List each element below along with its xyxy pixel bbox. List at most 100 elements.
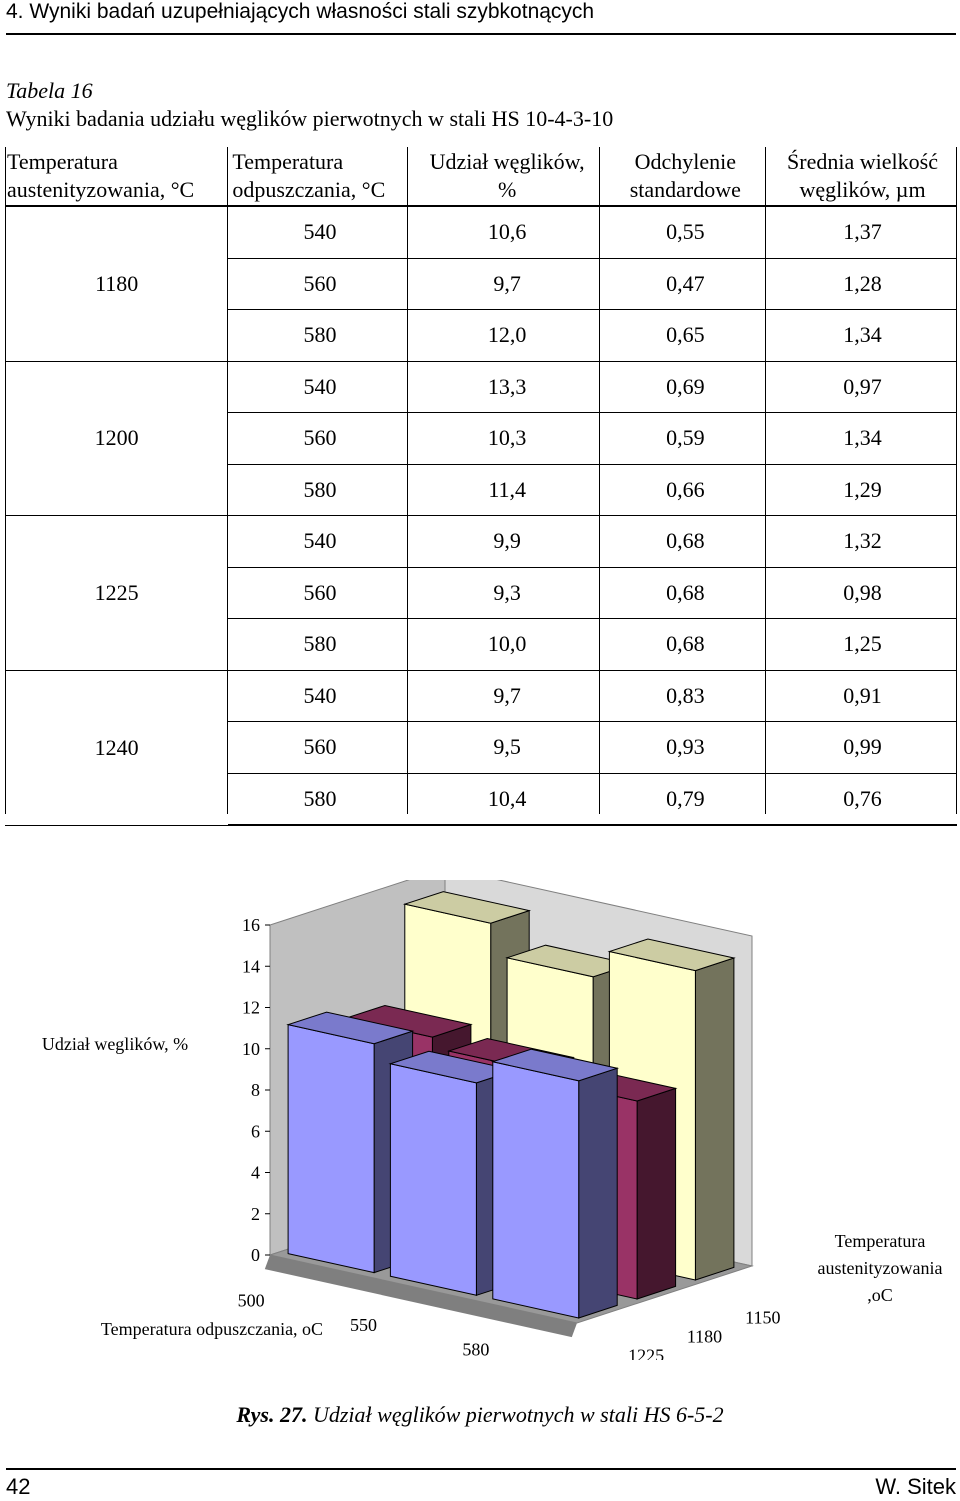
table-vline [599, 147, 600, 814]
std-deviation-cell: 0,47 [602, 258, 769, 310]
carbide-share-cell: 9,3 [411, 567, 603, 619]
x-tick-label: 580 [462, 1340, 489, 1360]
std-deviation-cell: 0,68 [602, 515, 769, 568]
col-header-mean-size: Średnia wielkość węglików, µm [768, 147, 957, 207]
mean-size-cell: 0,91 [768, 670, 957, 722]
tempering-temp-cell: 540 [228, 206, 412, 259]
bar-side-face [694, 957, 735, 1281]
col-header-austenitizing: Temperatura austenityzowania, °C [5, 147, 229, 207]
table-row: 560 9,7 0,47 1,28 [5, 258, 957, 310]
y-tick-label: 6 [251, 1121, 260, 1141]
std-deviation-cell: 0,66 [602, 464, 769, 516]
footer-rule [6, 1468, 956, 1470]
mean-size-cell: 0,97 [768, 361, 957, 413]
tempering-temp-cell: 540 [228, 515, 412, 568]
x-tick-label: 550 [350, 1315, 377, 1335]
mean-size-cell: 1,37 [768, 206, 957, 259]
y-tick-label: 8 [251, 1080, 260, 1100]
table-vline [407, 147, 408, 814]
table-caption: Wyniki badania udziału węglików pierwotn… [6, 106, 614, 131]
y-tick-label: 14 [242, 956, 260, 976]
tempering-temp-cell: 580 [228, 464, 412, 516]
table-vline [765, 147, 766, 814]
results-table: Temperatura austenityzowania, °C Temperat… [5, 147, 957, 826]
std-deviation-cell: 0,79 [602, 773, 769, 826]
bar-top-face [286, 1011, 415, 1045]
mean-size-cell: 1,29 [768, 464, 957, 516]
table-row: 560 9,5 0,93 0,99 [5, 721, 957, 774]
tempering-temp-cell: 540 [228, 670, 412, 722]
mean-size-cell: 1,25 [768, 618, 957, 671]
austenitizing-temp-cell: 1240 [5, 670, 229, 826]
bar-1225-580 [490, 1048, 620, 1319]
table-row: 580 12,0 0,65 1,34 [5, 309, 957, 362]
chart-3d-bars: 0 2 4 6 8 10 12 14 16 500 550 580 1225 1180 1150 Udział… [0, 867, 960, 1366]
tempering-temp-cell: 560 [228, 721, 412, 774]
table-row: 1240 540 9,7 0,83 0,91 [5, 670, 957, 826]
y-tick-label: 4 [251, 1163, 260, 1183]
table-label: Tabela 16 [6, 78, 93, 103]
std-deviation-cell: 0,93 [602, 721, 769, 774]
table-row: 1225 540 9,9 0,68 1,32 [5, 515, 957, 671]
std-deviation-cell: 0,68 [602, 567, 769, 619]
table-row: 580 11,4 0,66 1,29 [5, 464, 957, 516]
bar-front-face [287, 1023, 375, 1274]
table-row: 560 9,3 0,68 0,98 [5, 567, 957, 619]
depth-tick-label: 1150 [745, 1308, 780, 1328]
depth-tick-label: 1225 [628, 1346, 664, 1361]
col-header-carbide-share: Udział węglików,% [411, 147, 603, 207]
figure-label: Rys. 27. [236, 1402, 308, 1427]
mean-size-cell: 0,98 [768, 567, 957, 619]
std-deviation-cell: 0,59 [602, 412, 769, 465]
tempering-temp-cell: 580 [228, 618, 412, 671]
figure-caption-text: Udział węglików pierwotnych w stali HS 6… [312, 1402, 724, 1427]
carbide-share-cell: 10,6 [411, 206, 603, 259]
mean-size-cell: 1,34 [768, 309, 957, 362]
carbide-share-cell: 9,7 [411, 670, 603, 722]
bar-front-face [389, 1063, 477, 1296]
table-vline [956, 147, 957, 814]
table-vline [5, 147, 6, 814]
y-tick-label: 0 [251, 1245, 260, 1265]
page-number: 42 [6, 1474, 31, 1499]
bar-side-face [636, 1087, 677, 1300]
tempering-temp-cell: 560 [228, 258, 412, 310]
x-tick-label: 500 [238, 1290, 265, 1310]
table-row: 1200 540 13,3 0,69 0,97 [5, 361, 957, 516]
std-deviation-cell: 0,65 [602, 309, 769, 362]
austenitizing-temp-cell: 1180 [5, 206, 229, 362]
bar-top-face [607, 938, 736, 972]
carbide-share-cell: 9,5 [411, 721, 603, 774]
col-header-std-deviation: Odchylenie standardowe [602, 147, 769, 207]
depth-axis-title: Temperatura [835, 1231, 926, 1251]
tempering-temp-cell: 580 [228, 309, 412, 362]
table-header-row: Temperatura austenityzowania, °C Temperat… [5, 147, 957, 207]
mean-size-cell: 1,32 [768, 515, 957, 568]
figure-caption: Rys. 27. Udział węglików pierwotnych w s… [0, 1402, 960, 1428]
table-row: 1180 540 10,6 0,55 1,37 [5, 206, 957, 362]
mean-size-cell: 1,34 [768, 412, 957, 465]
mean-size-cell: 1,28 [768, 258, 957, 310]
table-row: 580 10,0 0,68 1,25 [5, 618, 957, 671]
std-deviation-cell: 0,55 [602, 206, 769, 259]
carbide-share-cell: 12,0 [411, 309, 603, 362]
std-deviation-cell: 0,68 [602, 618, 769, 671]
carbide-share-cell: 10,4 [411, 773, 603, 826]
tempering-temp-cell: 540 [228, 361, 412, 413]
tempering-temp-cell: 560 [228, 412, 412, 465]
table-vline [227, 147, 228, 814]
table-row: 560 10,3 0,59 1,34 [5, 412, 957, 465]
chart-svg: 0 2 4 6 8 10 12 14 16 500 550 580 1225 1180 1150 Udział… [42, 867, 942, 1366]
bar-side-face [578, 1067, 618, 1319]
std-deviation-cell: 0,83 [602, 670, 769, 722]
chart-floor-edge [264, 1255, 577, 1338]
y-tick-label: 12 [242, 998, 260, 1018]
carbide-share-cell: 11,4 [411, 464, 603, 516]
carbide-share-cell: 13,3 [411, 361, 603, 413]
y-tick-label: 10 [242, 1039, 260, 1059]
depth-tick-label: 1180 [687, 1327, 722, 1347]
y-tick-label: 16 [242, 915, 260, 935]
mean-size-cell: 0,99 [768, 721, 957, 774]
bar-front-face [492, 1061, 580, 1319]
carbide-share-cell: 10,3 [411, 412, 603, 465]
